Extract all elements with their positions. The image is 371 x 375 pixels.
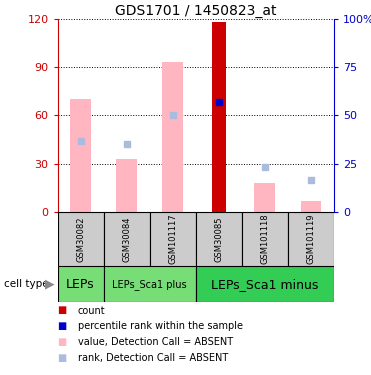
Text: LEPs: LEPs: [66, 278, 95, 291]
Text: GSM30084: GSM30084: [122, 216, 131, 262]
Bar: [162, 62, 183, 212]
Bar: [70, 99, 91, 212]
Bar: [196, 212, 242, 266]
Text: GSM30082: GSM30082: [76, 216, 85, 262]
Text: percentile rank within the sample: percentile rank within the sample: [78, 321, 243, 331]
Text: LEPs_Sca1 plus: LEPs_Sca1 plus: [112, 279, 187, 290]
Bar: [150, 212, 196, 266]
Bar: [255, 183, 275, 212]
Bar: [301, 201, 321, 212]
Text: GSM101119: GSM101119: [306, 214, 315, 264]
Text: rank, Detection Call = ABSENT: rank, Detection Call = ABSENT: [78, 353, 228, 363]
Text: GSM30085: GSM30085: [214, 216, 223, 262]
Bar: [104, 266, 196, 302]
Title: GDS1701 / 1450823_at: GDS1701 / 1450823_at: [115, 4, 276, 18]
Bar: [212, 22, 226, 212]
Text: count: count: [78, 306, 105, 315]
Text: GSM101118: GSM101118: [260, 214, 269, 264]
Text: GSM101117: GSM101117: [168, 214, 177, 264]
Bar: [116, 159, 137, 212]
Text: value, Detection Call = ABSENT: value, Detection Call = ABSENT: [78, 337, 233, 347]
Text: ▶: ▶: [45, 278, 55, 291]
Bar: [242, 212, 288, 266]
Text: ■: ■: [58, 306, 67, 315]
Text: ■: ■: [58, 353, 67, 363]
Bar: [196, 266, 334, 302]
Text: LEPs_Sca1 minus: LEPs_Sca1 minus: [211, 278, 318, 291]
Text: ■: ■: [58, 337, 67, 347]
Bar: [58, 212, 104, 266]
Text: ■: ■: [58, 321, 67, 331]
Bar: [288, 212, 334, 266]
Bar: [58, 266, 104, 302]
Bar: [104, 212, 150, 266]
Text: cell type: cell type: [4, 279, 48, 289]
